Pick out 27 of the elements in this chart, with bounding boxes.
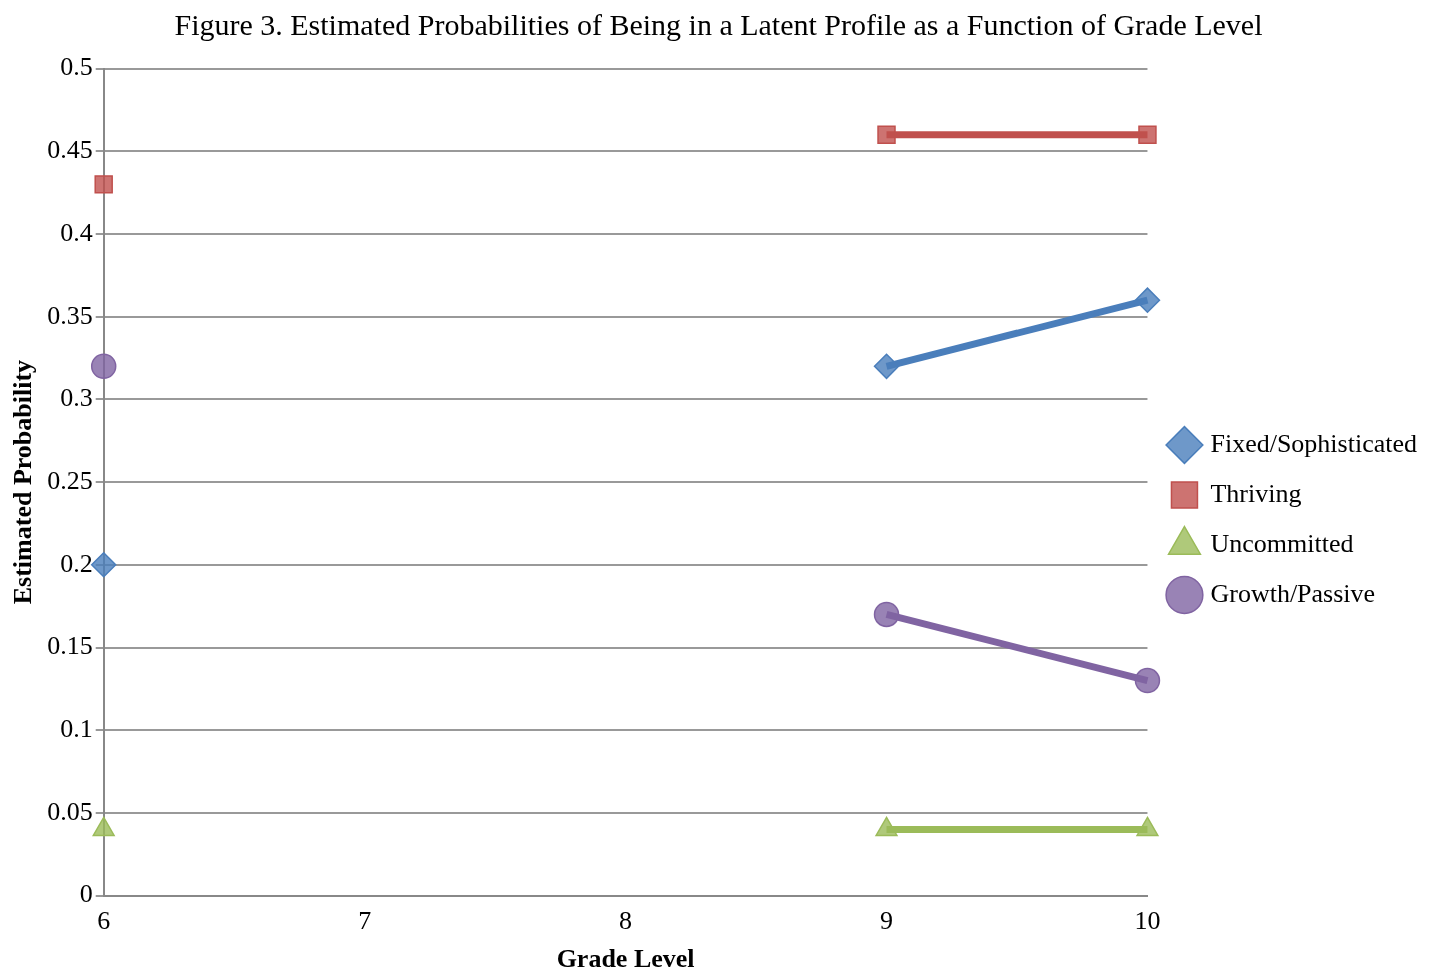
x-tick-label: 9 bbox=[880, 906, 894, 936]
y-tick-label: 0.05 bbox=[47, 796, 93, 826]
y-tick-label: 0.25 bbox=[47, 465, 93, 495]
y-tick-label: 0.3 bbox=[60, 383, 93, 413]
x-tick-label: 10 bbox=[1134, 906, 1161, 936]
legend-label: Growth/Passive bbox=[1210, 578, 1376, 608]
y-tick-label: 0.35 bbox=[47, 300, 93, 330]
x-tick-label: 7 bbox=[358, 906, 372, 936]
y-tick-label: 0.45 bbox=[47, 135, 93, 165]
legend-label: Fixed/Sophisticated bbox=[1210, 428, 1418, 458]
x-tick-label: 6 bbox=[97, 906, 111, 936]
legend-label: Uncommitted bbox=[1210, 528, 1354, 558]
y-tick-label: 0 bbox=[79, 879, 93, 909]
point bbox=[90, 353, 117, 380]
point bbox=[94, 175, 113, 194]
y-tick-label: 0.4 bbox=[60, 217, 93, 247]
legend-label: Thriving bbox=[1210, 478, 1302, 508]
point bbox=[90, 552, 117, 578]
chart-title: Figure 3. Estimated Probabilities of Being in a Latent Profile as a Function of Grade Level bbox=[173, 8, 1264, 42]
x-axis-title: Grade Level bbox=[556, 944, 695, 974]
y-tick-label: 0.5 bbox=[60, 52, 93, 82]
y-tick-label: 0.1 bbox=[60, 714, 93, 744]
y-axis-title: Estimated Probability bbox=[8, 359, 38, 605]
y-tick-label: 0.15 bbox=[47, 631, 93, 661]
x-tick-label: 8 bbox=[619, 906, 633, 936]
point bbox=[92, 816, 115, 837]
y-tick-label: 0.2 bbox=[60, 548, 93, 578]
